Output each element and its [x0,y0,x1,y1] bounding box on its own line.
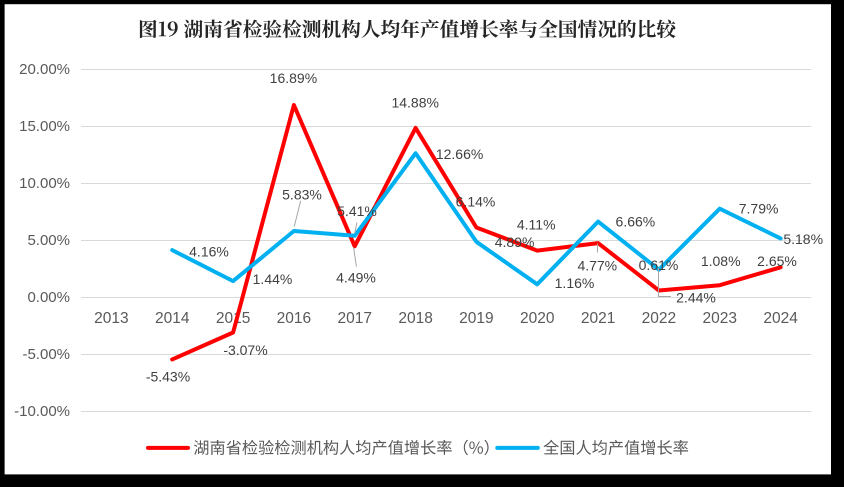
svg-text:4.89%: 4.89% [495,234,535,250]
svg-text:2022: 2022 [642,310,676,327]
svg-text:14.88%: 14.88% [391,95,438,111]
svg-text:4.16%: 4.16% [189,244,229,260]
svg-text:-3.07%: -3.07% [223,342,267,358]
svg-text:2.65%: 2.65% [757,253,797,269]
svg-text:4.11%: 4.11% [517,217,556,233]
svg-text:4.77%: 4.77% [577,258,617,274]
svg-text:0.00%: 0.00% [27,289,70,306]
svg-text:20.00%: 20.00% [19,61,70,78]
svg-text:10.00%: 10.00% [19,175,70,192]
svg-text:2018: 2018 [398,310,432,327]
svg-text:0.61%: 0.61% [639,257,679,273]
svg-text:-10.00%: -10.00% [14,403,70,420]
svg-text:4.49%: 4.49% [336,269,376,285]
svg-text:2017: 2017 [337,310,371,327]
svg-text:-5.00%: -5.00% [22,346,70,363]
svg-text:-5.43%: -5.43% [146,369,190,385]
svg-text:1.16%: 1.16% [555,275,595,291]
svg-text:2023: 2023 [702,310,736,327]
svg-text:1.08%: 1.08% [701,253,741,269]
svg-text:2013: 2013 [94,310,128,327]
svg-text:5.00%: 5.00% [27,232,70,249]
svg-text:15.00%: 15.00% [19,118,70,135]
svg-text:2021: 2021 [581,310,615,327]
svg-text:12.66%: 12.66% [436,146,483,162]
svg-text:7.79%: 7.79% [739,201,779,217]
svg-text:2.44%: 2.44% [676,289,716,305]
svg-text:2014: 2014 [155,310,190,327]
svg-text:6.14%: 6.14% [456,194,496,210]
svg-text:2024: 2024 [763,310,798,327]
svg-text:16.89%: 16.89% [270,70,317,86]
svg-text:6.66%: 6.66% [616,214,656,230]
svg-text:2015: 2015 [216,310,250,327]
svg-text:2019: 2019 [459,310,493,327]
svg-text:1.44%: 1.44% [253,271,293,287]
svg-text:5.41%: 5.41% [337,203,377,219]
svg-text:2020: 2020 [520,310,555,327]
svg-text:5.18%: 5.18% [783,231,823,247]
svg-text:5.83%: 5.83% [282,187,322,203]
svg-text:2016: 2016 [277,310,311,327]
